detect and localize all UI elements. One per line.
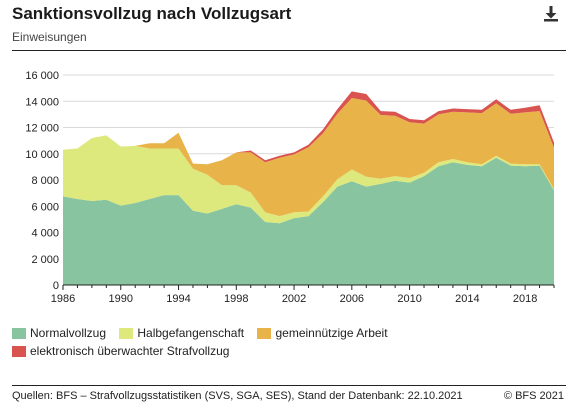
copyright: © BFS 2021 [503,390,564,402]
legend-label: Halbgefangenschaft [137,326,245,340]
chart-title: Sanktionsvollzug nach Vollzugsart [12,4,292,23]
y-tick-label: 2 000 [31,254,59,266]
y-tick-label: 16 000 [25,70,59,82]
x-tick-label: 1998 [224,293,248,305]
area-gemeinn-tzige-arbeit[interactable] [63,98,554,217]
legend: Normalvollzug Halbgefangenschaft gemeinn… [12,324,452,360]
x-tick-label: 2010 [397,293,421,305]
y-tick-label: 0 [53,280,59,292]
source-note: Quellen: BFS – Strafvollzugsstatistiken … [12,390,463,402]
legend-swatch [257,327,272,339]
legend-label: elektronisch überwachter Strafvollzug [30,344,230,358]
chart-subtitle: Einweisungen [12,30,87,44]
download-button[interactable] [538,2,564,26]
legend-item-normalvollzug[interactable]: Normalvollzug [12,324,106,342]
stacked-area-chart: 0 2 000 4 000 6 000 8 000 10 000 12 000 14 000 1… [25,70,555,305]
y-tick-label: 4 000 [31,228,59,240]
legend-swatch [12,327,26,339]
header-divider [12,50,566,51]
footer-divider [12,385,566,386]
x-tick-label: 2002 [282,293,306,305]
y-tick-label: 14 000 [25,96,59,108]
area-halbgefangenschaft[interactable] [63,135,554,224]
legend-swatch [119,327,134,339]
legend-swatch [12,345,26,357]
y-tick-label: 10 000 [25,149,59,161]
y-tick-label: 12 000 [25,123,59,135]
x-tick-label: 2018 [513,293,537,305]
legend-item-gemeinnuetzige-arbeit[interactable]: gemeinnützige Arbeit [257,324,388,342]
y-tick-label: 8 000 [31,175,59,187]
legend-label: gemeinnützige Arbeit [275,326,388,340]
axis-layer: 0 2 000 4 000 6 000 8 000 10 000 12 000 14 000 1… [25,70,555,305]
x-tick-label: 2014 [455,293,479,305]
x-tick-label: 2006 [340,293,364,305]
download-icon [544,6,558,22]
legend-label: Normalvollzug [30,326,107,340]
y-tick-label: 6 000 [31,201,59,213]
area-normalvollzug[interactable] [63,157,554,285]
x-tick-label: 1986 [51,293,75,305]
x-tick-label: 1990 [109,293,133,305]
x-tick-label: 1994 [166,293,190,305]
legend-item-halbgefangenschaft[interactable]: Halbgefangenschaft [119,324,244,342]
area-layer [63,91,554,285]
legend-item-electronic-monitoring[interactable]: elektronisch überwachter Strafvollzug [12,342,229,360]
